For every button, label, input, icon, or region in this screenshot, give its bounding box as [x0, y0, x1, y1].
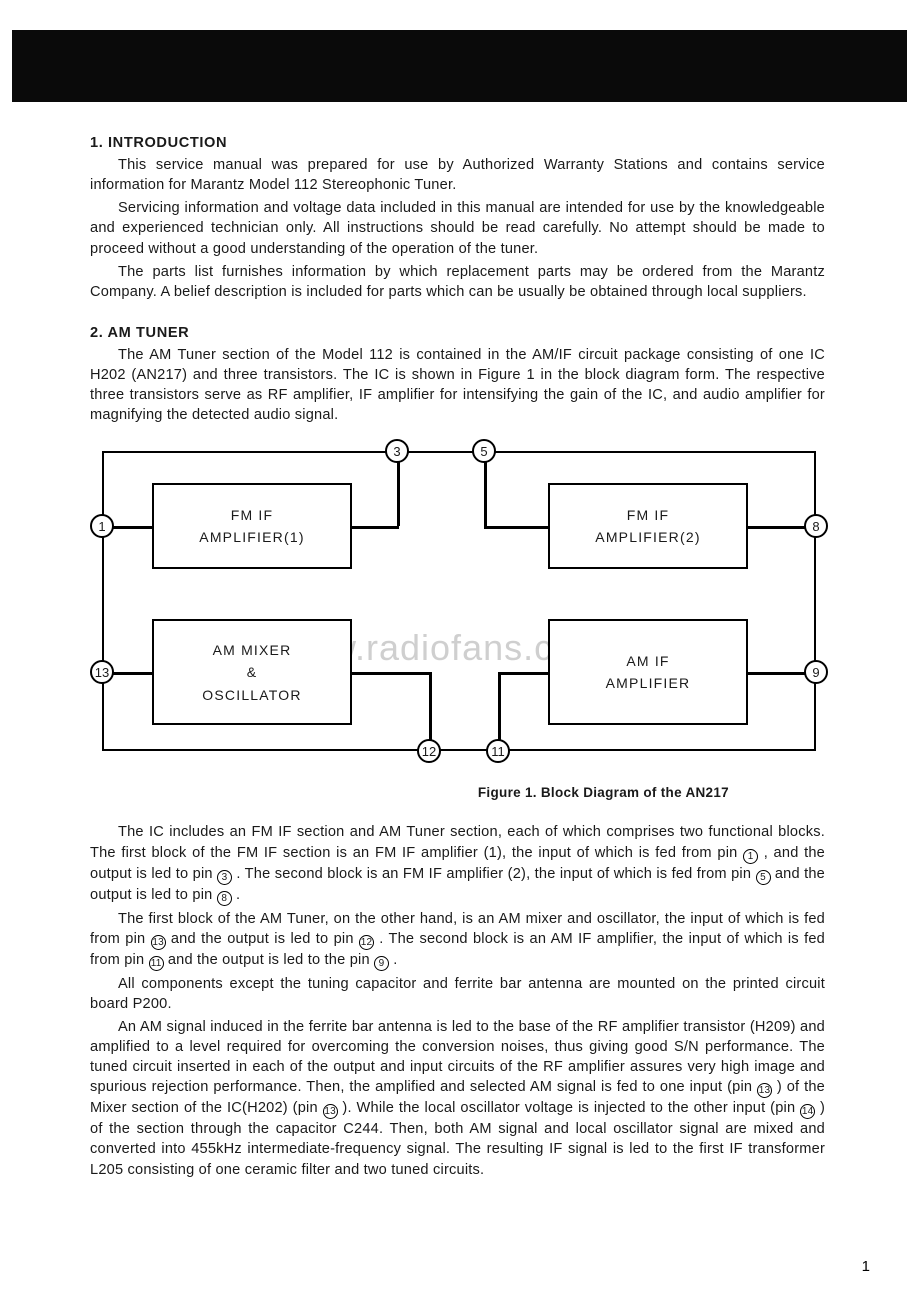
block-fm-if-amplifier-1: FM IF AMPLIFIER(1) [152, 483, 352, 569]
connector-line [498, 672, 550, 675]
body-paragraph-4: An AM signal induced in the ferrite bar … [90, 1017, 825, 1180]
block-fm-if-amplifier-2: FM IF AMPLIFIER(2) [548, 483, 748, 569]
page-number: 1 [862, 1258, 870, 1275]
block-line: AM IF [626, 650, 669, 672]
connector-line [484, 526, 550, 529]
am-paragraph-1: The AM Tuner section of the Model 112 is… [90, 345, 825, 426]
text: and the output is led to pin [166, 931, 359, 947]
block-am-if-amplifier: AM IF AMPLIFIER [548, 619, 748, 725]
block-line: AM MIXER [213, 639, 292, 661]
intro-paragraph-3: The parts list furnishes information by … [90, 262, 825, 302]
pin-ref-icon: 13 [323, 1104, 338, 1119]
block-line: FM IF [231, 504, 274, 526]
intro-paragraph-1: This service manual was prepared for use… [90, 155, 825, 195]
text: An AM signal induced in the ferrite bar … [90, 1019, 825, 1095]
text: The IC includes an FM IF section and AM … [90, 824, 825, 860]
text: This service manual was prepared for use… [90, 157, 825, 193]
block-line: AMPLIFIER(2) [595, 526, 700, 548]
body-paragraph-2: The first block of the AM Tuner, on the … [90, 909, 825, 971]
body-paragraph-3: All components except the tuning capacit… [90, 974, 825, 1014]
text: . [389, 952, 398, 968]
heading-am-tuner: 2. AM TUNER [90, 325, 825, 341]
pin-9: 9 [804, 660, 828, 684]
text: The AM Tuner section of the Model 112 is… [90, 347, 825, 423]
pin-ref-icon: 12 [359, 935, 374, 950]
text: Servicing information and voltage data i… [90, 200, 825, 256]
pin-ref-icon: 1 [743, 849, 758, 864]
heading-introduction: 1. INTRODUCTION [90, 135, 825, 151]
pin-ref-icon: 13 [757, 1083, 772, 1098]
pin-12: 12 [417, 739, 441, 763]
text: . [232, 887, 241, 903]
block-line: AMPLIFIER(1) [199, 526, 304, 548]
block-line: AMPLIFIER [606, 672, 691, 694]
pin-ref-icon: 14 [800, 1104, 815, 1119]
connector-line [352, 672, 431, 675]
block-line: OSCILLATOR [202, 684, 301, 706]
pin-ref-icon: 3 [217, 870, 232, 885]
pin-ref-icon: 13 [151, 935, 166, 950]
figure-caption: Figure 1. Block Diagram of the AN217 [478, 785, 729, 800]
text: The parts list furnishes information by … [90, 264, 825, 300]
connector-line [352, 526, 399, 529]
text: and the output is led to the pin [164, 952, 374, 968]
page-content: 1. INTRODUCTION This service manual was … [90, 135, 825, 1183]
pin-ref-icon: 5 [756, 870, 771, 885]
pin-8: 8 [804, 514, 828, 538]
text: . The second block is an FM IF amplifier… [232, 866, 755, 882]
pin-11: 11 [486, 739, 510, 763]
pin-ref-icon: 8 [217, 891, 232, 906]
pin-ref-icon: 11 [149, 956, 164, 971]
block-am-mixer-oscillator: AM MIXER & OSCILLATOR [152, 619, 352, 725]
block-line: FM IF [627, 504, 670, 526]
pin-ref-icon: 9 [374, 956, 389, 971]
block-diagram-an217: www.radiofans.cn FM IF AMPLIFIER(1) FM I… [90, 439, 825, 774]
header-black-bar [12, 30, 907, 102]
block-line: & [247, 661, 258, 683]
text: All components except the tuning capacit… [90, 976, 825, 1012]
intro-paragraph-2: Servicing information and voltage data i… [90, 198, 825, 258]
body-paragraph-1: The IC includes an FM IF section and AM … [90, 822, 825, 905]
text: ). While the local oscillator voltage is… [338, 1100, 801, 1116]
